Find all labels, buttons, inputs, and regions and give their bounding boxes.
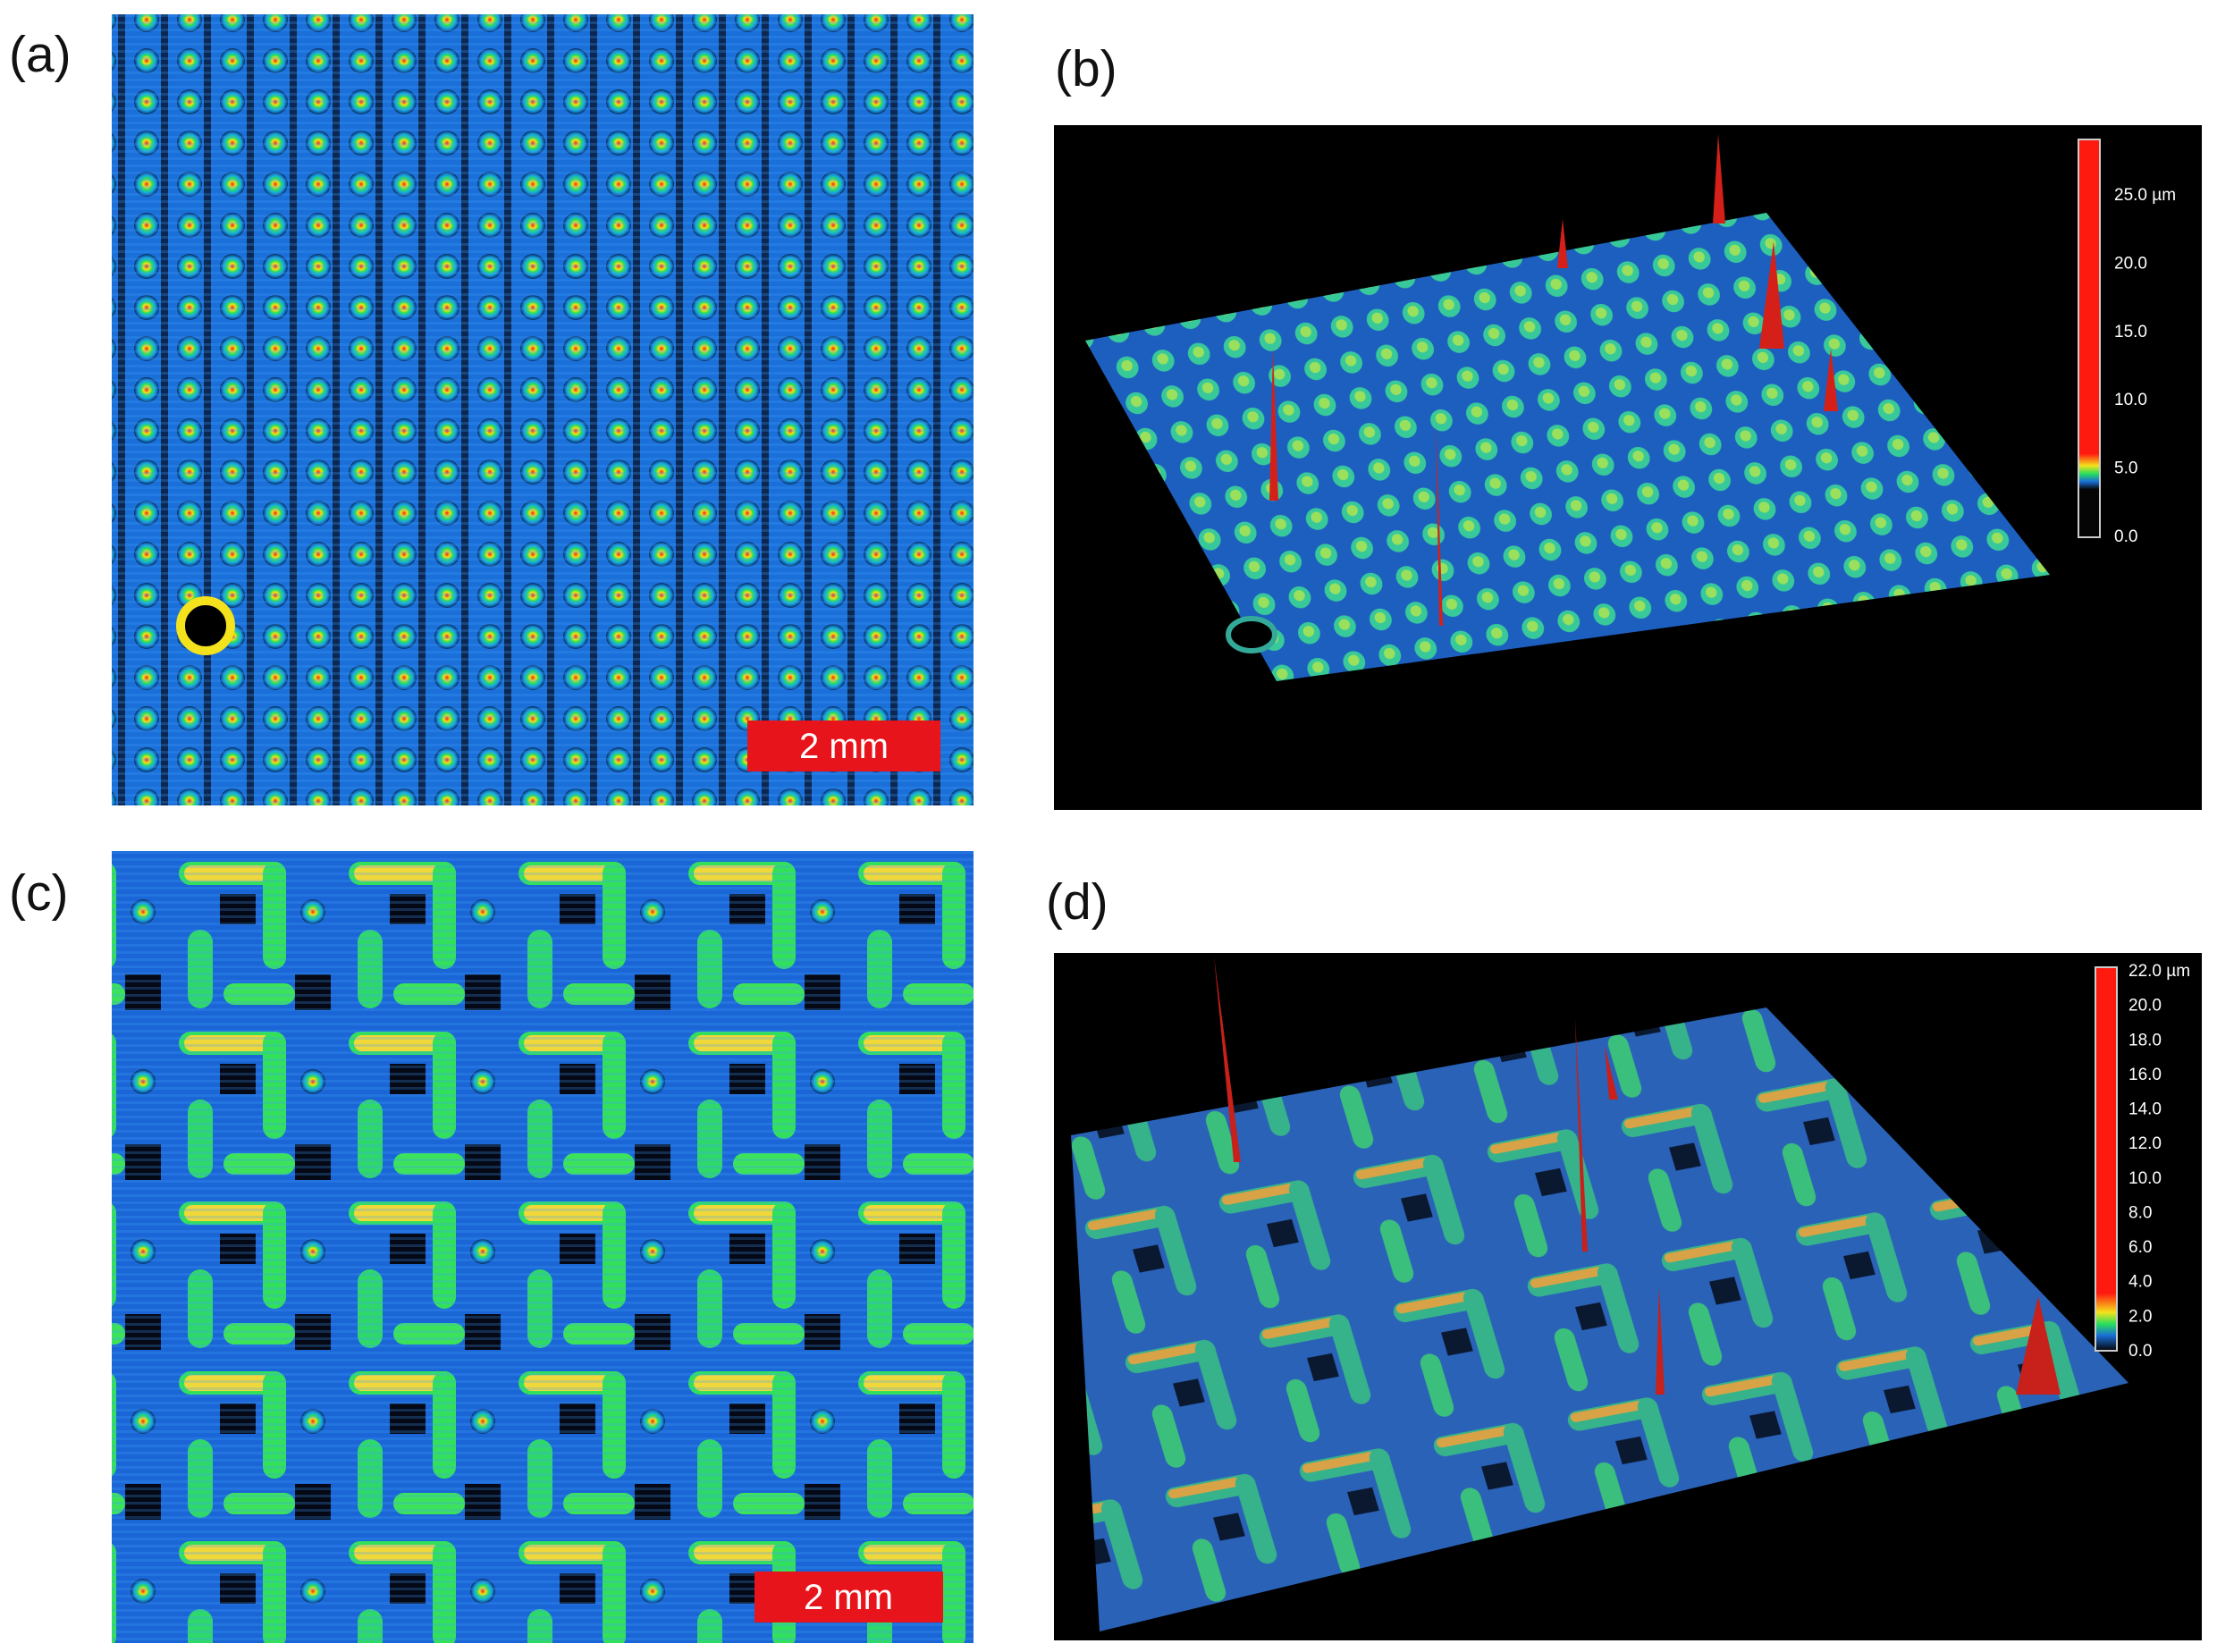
colorbar-label: 22.0 µm	[2128, 962, 2190, 981]
surface-render	[1071, 1007, 2128, 1631]
scale-bar-label: 2 mm	[804, 1578, 893, 1617]
colorbar-label: 6.0	[2128, 1238, 2152, 1257]
colorbar-label: 20.0	[2128, 997, 2162, 1016]
scale-bar	[747, 721, 940, 771]
colorbar-label: 15.0	[2114, 323, 2147, 341]
panel-label: (d)	[1046, 873, 1108, 931]
colorbar-label: 16.0	[2128, 1066, 2162, 1084]
spikes	[1269, 134, 1838, 626]
colorbar	[2095, 966, 2118, 1352]
panel-label: (a)	[9, 26, 72, 83]
colorbar-label: 10.0	[2114, 391, 2147, 409]
panel-label: (c)	[9, 864, 68, 922]
colorbar-label: 14.0	[2128, 1100, 2162, 1119]
panel-d: (d) 22.0 µm 20.0 18.0 16.0 14.0 12.0 10.0 8.0 6.…	[1046, 873, 2202, 1640]
colorbar-label: 8.0	[2128, 1203, 2152, 1222]
panel-c: (c) 2 mm	[9, 851, 974, 1643]
colorbar-label: 2.0	[2128, 1307, 2152, 1326]
colorbar-label: 18.0	[2128, 1031, 2162, 1049]
colorbar-label: 12.0	[2128, 1134, 2162, 1153]
panel-b: (b) 25.0 µm 20.0 15.0 10.0 5.0 0.0	[1054, 40, 2202, 810]
panel-a: (a) 2 mm	[9, 14, 974, 805]
colorbar	[2078, 139, 2101, 538]
colorbar-label: 20.0	[2114, 254, 2147, 273]
spikes	[1214, 957, 2061, 1395]
colorbar-label: 4.0	[2128, 1273, 2152, 1292]
scan-lines	[112, 851, 974, 1643]
colorbar-label: 0.0	[2128, 1342, 2152, 1361]
scale-bar-label: 2 mm	[799, 727, 889, 766]
panel-label: (b)	[1055, 40, 1117, 97]
colorbar-labels: 25.0 µm 20.0 15.0 10.0 5.0 0.0	[2114, 186, 2176, 546]
defect	[1226, 616, 1277, 653]
colorbar-label: 25.0 µm	[2114, 186, 2176, 205]
scan-lines	[112, 14, 974, 805]
colorbar-label: 10.0	[2128, 1169, 2162, 1188]
surface-render	[1085, 213, 2050, 681]
colorbar-label: 5.0	[2114, 459, 2137, 478]
colorbar-label: 0.0	[2114, 527, 2137, 546]
colorbar-labels: 22.0 µm 20.0 18.0 16.0 14.0 12.0 10.0 8.0 6.0 4.0…	[2128, 962, 2190, 1361]
scale-bar	[754, 1572, 943, 1622]
defect	[176, 596, 235, 655]
